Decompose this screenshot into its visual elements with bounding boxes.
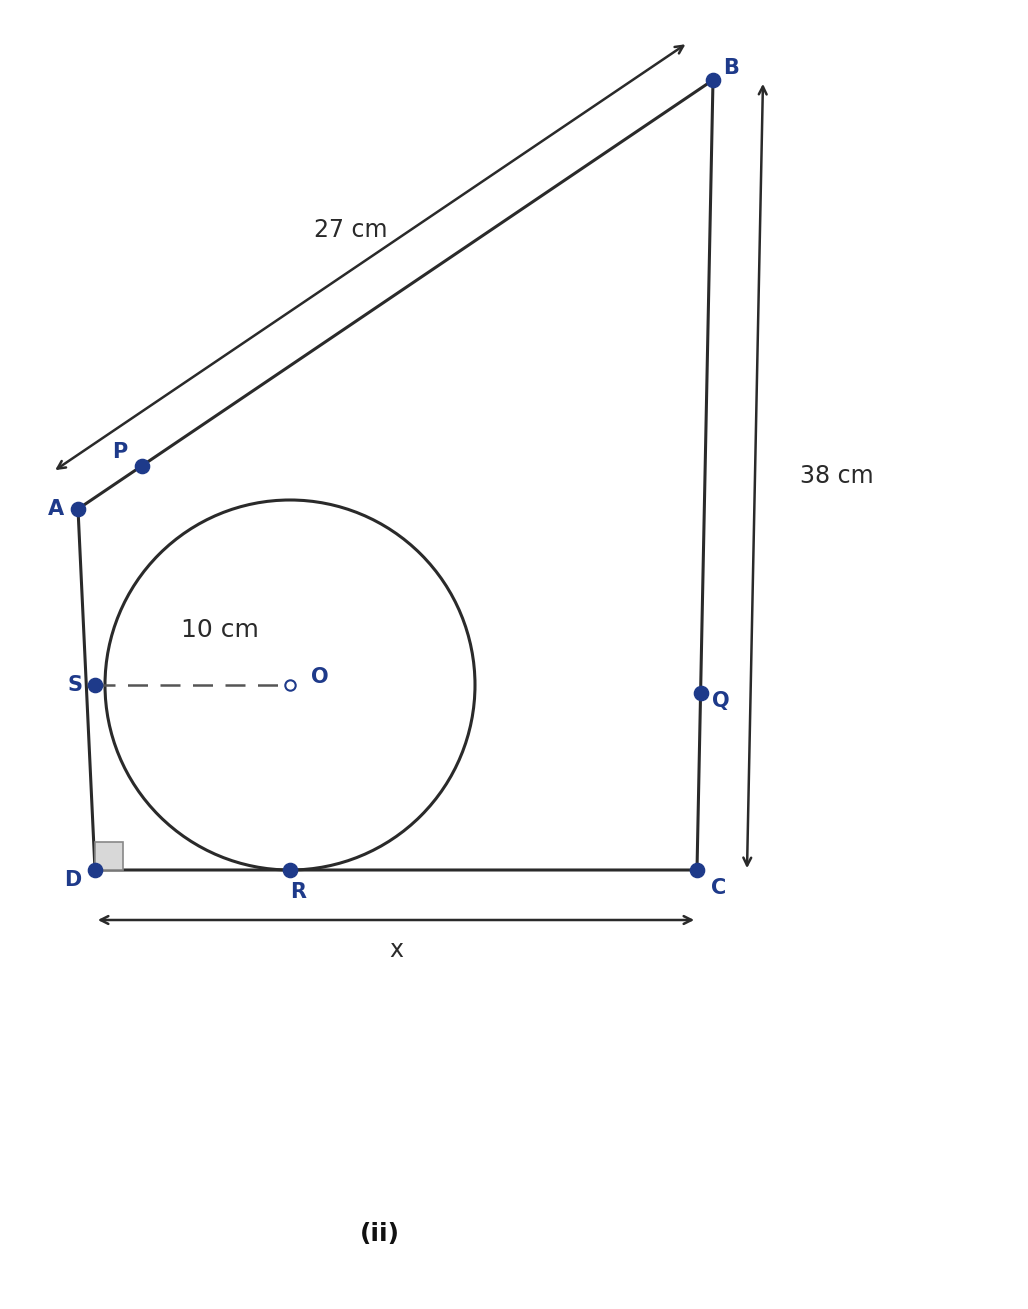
Text: R: R [290,882,306,902]
Text: O: O [311,668,329,687]
Point [689,860,705,881]
Text: A: A [48,499,64,518]
Text: P: P [112,442,127,462]
Text: C: C [711,878,727,898]
Text: S: S [68,675,82,695]
Point [282,860,298,881]
Point [70,499,86,520]
Point [705,69,722,90]
Text: 38 cm: 38 cm [800,463,874,488]
Text: Q: Q [711,691,730,711]
Point [282,674,298,695]
Text: (ii): (ii) [360,1223,400,1246]
Point [134,456,150,476]
Point [86,674,103,695]
Text: x: x [389,939,403,962]
Bar [95,842,123,870]
Point [86,860,103,881]
Text: D: D [65,870,81,890]
Text: 27 cm: 27 cm [314,219,388,242]
Text: B: B [723,58,739,79]
Text: 10 cm: 10 cm [181,618,259,641]
Point [692,683,708,704]
